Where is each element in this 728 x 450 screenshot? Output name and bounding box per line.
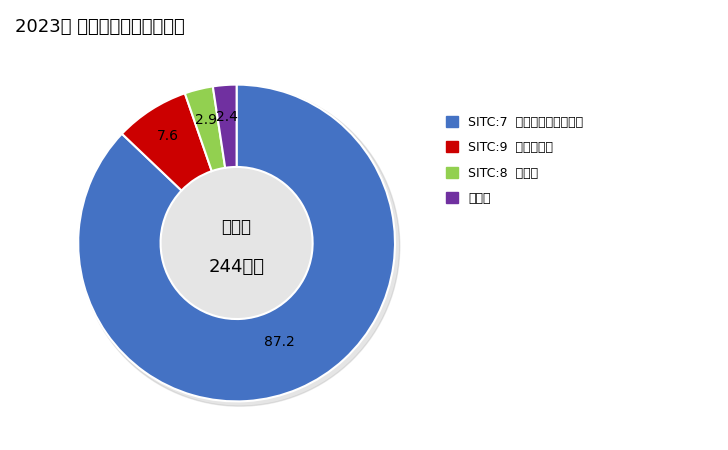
Wedge shape	[185, 86, 225, 171]
Wedge shape	[122, 93, 212, 190]
Text: 総　額: 総 額	[221, 218, 252, 236]
Text: 2.4: 2.4	[216, 110, 238, 124]
Text: 7.6: 7.6	[157, 130, 179, 144]
Wedge shape	[78, 85, 395, 401]
Text: 2023年 輸出の品目構成（％）: 2023年 輸出の品目構成（％）	[15, 18, 184, 36]
Legend: SITC:7  機械及び輸送用機器, SITC:9  特殊取扱品, SITC:8  雑製品, その他: SITC:7 機械及び輸送用機器, SITC:9 特殊取扱品, SITC:8 雑…	[441, 111, 588, 210]
Text: 244億円: 244億円	[209, 258, 264, 276]
Wedge shape	[213, 85, 237, 168]
Text: 87.2: 87.2	[264, 335, 294, 349]
Circle shape	[80, 86, 400, 406]
Text: 2.9: 2.9	[195, 113, 217, 127]
